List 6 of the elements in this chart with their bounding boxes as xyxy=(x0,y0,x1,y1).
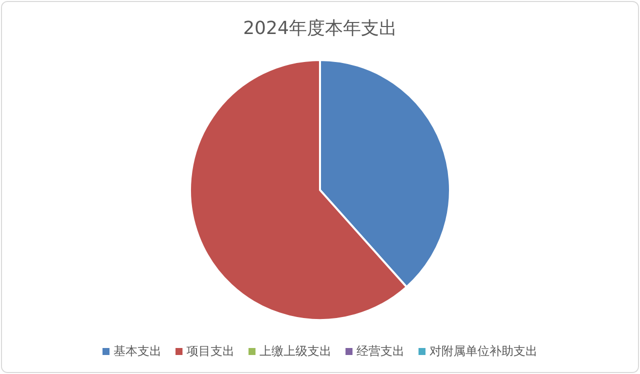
legend-label: 对附属单位补助支出 xyxy=(430,344,538,358)
legend-label: 项目支出 xyxy=(186,344,234,358)
chart-title: 2024年度本年支出 xyxy=(243,18,397,39)
legend-label: 经营支出 xyxy=(356,344,404,358)
legend-label: 上缴上级支出 xyxy=(260,344,332,358)
legend-label: 基本支出 xyxy=(114,344,162,358)
